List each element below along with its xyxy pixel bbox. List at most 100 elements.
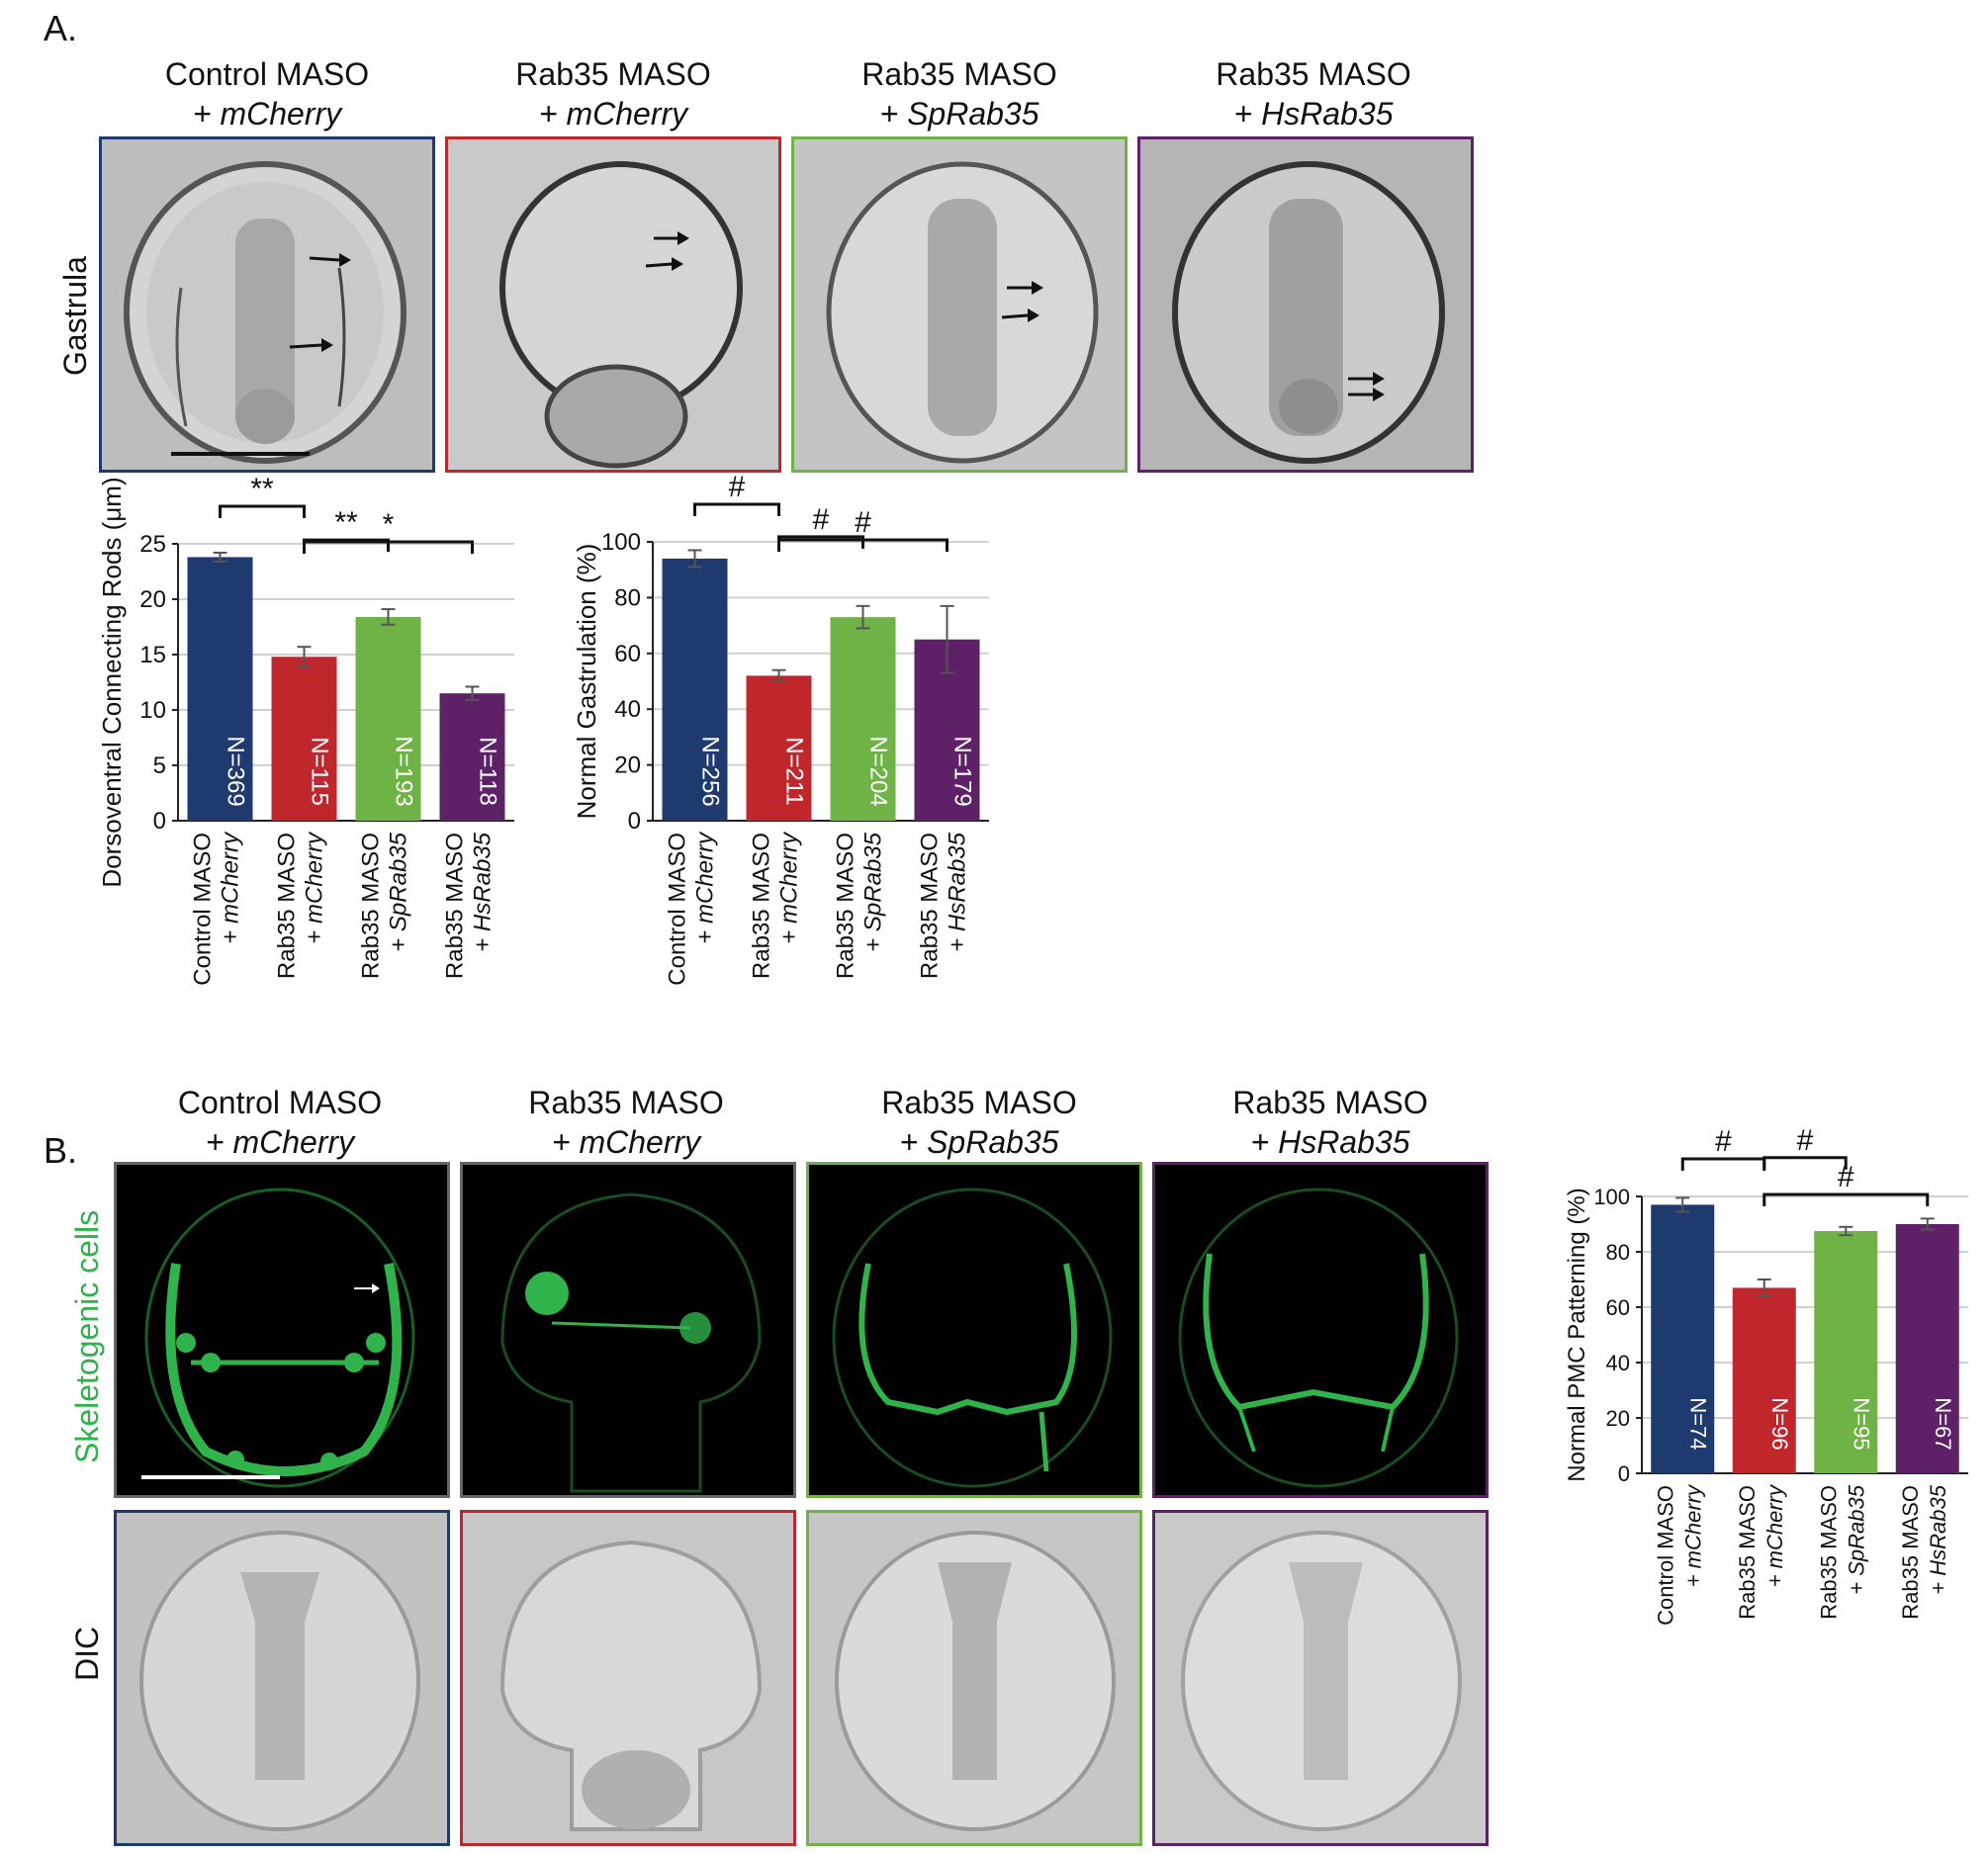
y-tick-label: 0 bbox=[153, 808, 166, 835]
y-tick-label: 20 bbox=[139, 586, 166, 613]
fluor-image-rab35-mcherry bbox=[460, 1162, 796, 1498]
bar bbox=[1732, 1287, 1796, 1473]
n-label: N=118 bbox=[475, 737, 501, 806]
n-label: N=74 bbox=[1685, 1397, 1710, 1450]
arrow-icon bbox=[309, 253, 351, 267]
col-title-a-0: Control MASO + mCherry bbox=[89, 54, 445, 133]
y-tick-label: 0 bbox=[628, 808, 641, 835]
x-tick-label: + mCherry bbox=[1680, 1483, 1705, 1587]
significance-label: # bbox=[729, 475, 746, 503]
y-tick-label: 100 bbox=[601, 529, 641, 556]
col-title-line2: + mCherry bbox=[205, 1124, 355, 1160]
significance-bracket bbox=[777, 538, 949, 552]
chart-normal-gastrulation: 0 20 40 60 80 100 Normal Gastrulation (%) N=256… bbox=[539, 471, 994, 1058]
bar bbox=[830, 617, 896, 821]
gastrula-image-rab35-hsrab35 bbox=[1137, 136, 1474, 473]
significance-bracket bbox=[1762, 1156, 1848, 1170]
y-axis-label: Normal PMC Patterning (%) bbox=[1564, 1188, 1590, 1481]
x-tick-label: + mCherry bbox=[302, 831, 328, 944]
x-tick-label: Rab35 MASO bbox=[274, 833, 301, 979]
gastrula-image-rab35-sprab35 bbox=[791, 136, 1128, 473]
x-tick-label: + HsRab35 bbox=[470, 832, 497, 951]
bar bbox=[355, 616, 421, 821]
x-tick-label: + SpRab35 bbox=[1844, 1484, 1868, 1594]
y-tick-label: 5 bbox=[153, 752, 166, 779]
x-tick-label: Rab35 MASO bbox=[833, 833, 859, 979]
bar bbox=[439, 693, 505, 821]
gastrula-image-rab35-mcherry bbox=[445, 136, 781, 473]
col-title-a-3: Rab35 MASO + HsRab35 bbox=[1135, 54, 1491, 133]
bar bbox=[1651, 1204, 1715, 1473]
chart-pmc-patterning: 0 20 40 60 80 100 Normal PMC Patterning (%) N=7… bbox=[1533, 1124, 1983, 1760]
n-label: N=369 bbox=[223, 736, 249, 806]
significance-bracket bbox=[1762, 1192, 1930, 1206]
scale-bar bbox=[171, 452, 310, 456]
x-tick-label: Control MASO bbox=[190, 833, 217, 986]
dic-image-rab35-sprab35 bbox=[806, 1510, 1142, 1846]
fluor-image-rab35-sprab35 bbox=[806, 1162, 1142, 1498]
x-tick-label: Rab35 MASO bbox=[917, 833, 944, 979]
col-title-line2: + HsRab35 bbox=[1250, 1124, 1410, 1160]
col-title-line1: Rab35 MASO bbox=[1216, 56, 1411, 92]
significance-label: * bbox=[383, 508, 395, 541]
bar bbox=[1814, 1231, 1878, 1473]
col-title-a-2: Rab35 MASO + SpRab35 bbox=[781, 54, 1137, 133]
dic-image-rab35-mcherry bbox=[460, 1510, 796, 1846]
y-tick-label: 20 bbox=[614, 752, 641, 779]
n-label: N=96 bbox=[1767, 1397, 1792, 1450]
panel-a-label: A. bbox=[44, 8, 78, 48]
col-title-b-0: Control MASO + mCherry bbox=[102, 1083, 458, 1162]
arrow-icon bbox=[1001, 309, 1039, 322]
n-label: N=211 bbox=[781, 737, 808, 806]
col-title-b-3: Rab35 MASO + HsRab35 bbox=[1152, 1083, 1508, 1162]
scale-bar bbox=[141, 1475, 280, 1479]
y-tick-label: 10 bbox=[139, 697, 166, 724]
fluor-image-control bbox=[114, 1162, 450, 1498]
col-title-line1: Rab35 MASO bbox=[515, 56, 711, 92]
col-title-line2: + mCherry bbox=[192, 96, 342, 132]
significance-label: # bbox=[855, 506, 871, 539]
significance-label: # bbox=[1797, 1127, 1814, 1157]
x-tick-label: + SpRab35 bbox=[386, 832, 412, 951]
x-tick-label: Control MASO bbox=[665, 833, 691, 986]
arrow-icon bbox=[289, 338, 333, 352]
fluor-image-rab35-hsrab35 bbox=[1152, 1162, 1489, 1498]
significance-label: # bbox=[1715, 1127, 1732, 1158]
col-title-line1: Rab35 MASO bbox=[861, 56, 1057, 92]
x-tick-label: Rab35 MASO bbox=[1898, 1485, 1923, 1620]
significance-label: # bbox=[813, 503, 830, 536]
panel-b-label: B. bbox=[44, 1130, 78, 1171]
arrow-icon bbox=[1007, 281, 1043, 295]
col-title-line1: Control MASO bbox=[164, 56, 370, 92]
bar bbox=[746, 675, 812, 821]
n-label: N=256 bbox=[697, 736, 724, 806]
arrow-icon bbox=[1348, 372, 1385, 386]
bar bbox=[1895, 1224, 1959, 1473]
x-tick-label: + HsRab35 bbox=[1926, 1484, 1950, 1594]
n-label: N=179 bbox=[949, 736, 976, 806]
significance-bracket bbox=[303, 540, 474, 554]
significance-label: ** bbox=[250, 475, 274, 505]
arrow-icon bbox=[645, 257, 683, 271]
bar bbox=[662, 558, 728, 821]
row-label-dic: DIC bbox=[69, 1626, 105, 1681]
y-tick-label: 15 bbox=[139, 642, 166, 668]
y-tick-label: 40 bbox=[614, 696, 641, 723]
x-tick-label: Rab35 MASO bbox=[442, 833, 469, 979]
col-title-line2: + HsRab35 bbox=[1233, 96, 1394, 132]
x-tick-label: Rab35 MASO bbox=[358, 833, 385, 979]
gastrula-image-control bbox=[99, 136, 435, 473]
arrow-icon bbox=[654, 231, 689, 245]
col-title-b-1: Rab35 MASO + mCherry bbox=[448, 1083, 804, 1162]
n-label: N=115 bbox=[307, 737, 333, 806]
x-tick-label: + SpRab35 bbox=[860, 832, 887, 951]
n-label: N=67 bbox=[1931, 1397, 1955, 1450]
x-tick-label: + mCherry bbox=[1762, 1483, 1787, 1587]
y-axis-label: Dorsoventral Connecting Rods (μm) bbox=[97, 477, 127, 887]
x-tick-label: Rab35 MASO bbox=[1816, 1485, 1841, 1620]
col-title-line2: + SpRab35 bbox=[879, 96, 1039, 132]
col-title-line1: Control MASO bbox=[177, 1085, 383, 1120]
significance-bracket bbox=[693, 502, 780, 516]
x-tick-label: + HsRab35 bbox=[945, 832, 971, 951]
